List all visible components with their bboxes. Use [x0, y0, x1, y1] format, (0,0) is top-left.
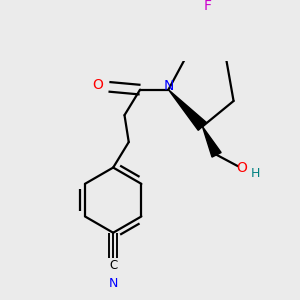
Text: H: H	[251, 167, 260, 180]
Polygon shape	[168, 90, 207, 130]
Text: C: C	[109, 259, 117, 272]
Text: O: O	[236, 160, 247, 175]
Text: F: F	[204, 0, 212, 13]
Text: N: N	[109, 277, 118, 290]
Text: N: N	[164, 79, 175, 93]
Text: O: O	[92, 78, 103, 92]
Polygon shape	[209, 12, 225, 53]
Polygon shape	[202, 127, 221, 157]
